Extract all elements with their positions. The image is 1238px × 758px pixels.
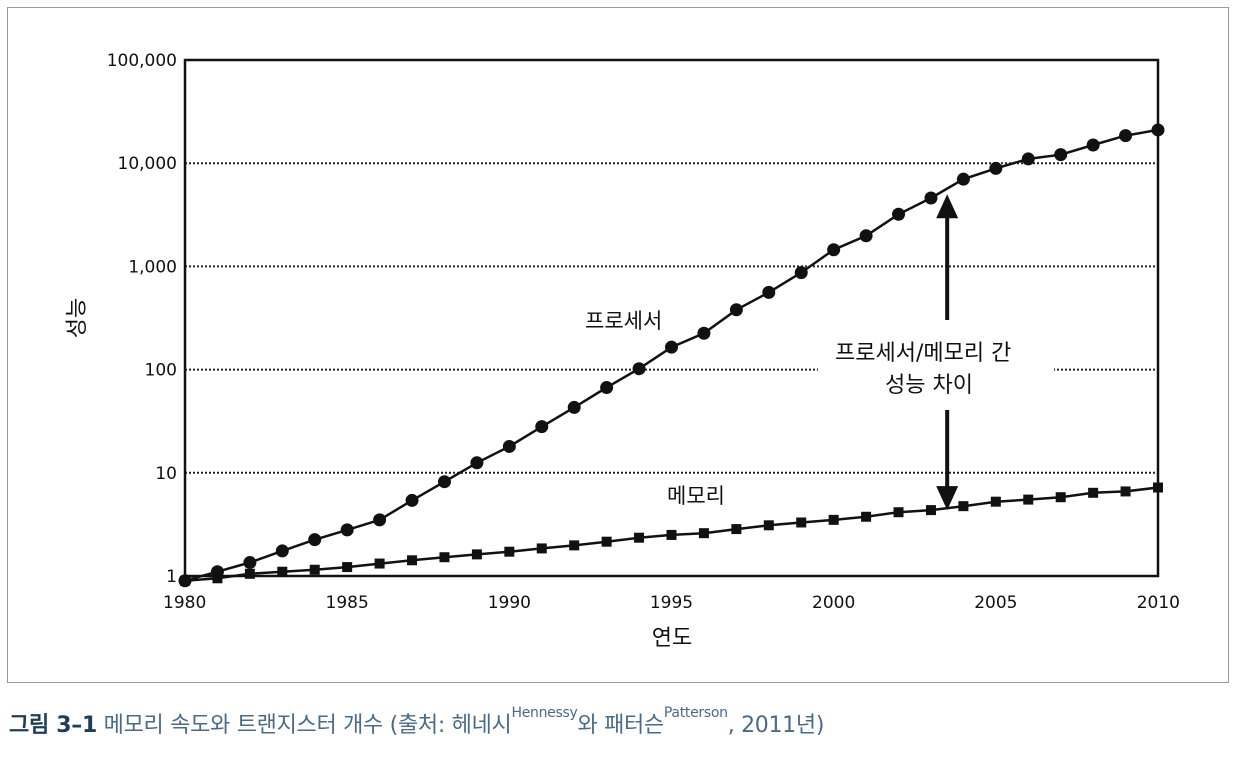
x-tick-label: 1980 xyxy=(163,593,206,613)
processor-point xyxy=(827,243,841,257)
memory-point xyxy=(180,575,190,586)
memory-point xyxy=(1023,494,1034,505)
caption-text-3: , 2011년) xyxy=(727,713,825,738)
memory-point xyxy=(439,552,450,563)
processor-point xyxy=(892,207,906,221)
processor-point xyxy=(1054,148,1068,162)
caption-text: 메모리 속도와 트랜지스터 개수 (출처: 헤네시 xyxy=(103,713,512,738)
processor-point xyxy=(308,533,322,547)
x-tick-label: 1985 xyxy=(326,593,369,613)
processor-point xyxy=(1119,129,1133,143)
processor-point xyxy=(697,326,711,340)
memory-point xyxy=(893,507,904,518)
x-tick-label: 2010 xyxy=(1137,593,1180,613)
gap-annotation-line2: 성능 차이 xyxy=(885,373,973,398)
x-axis-title: 연도 xyxy=(652,626,692,651)
grid-lines xyxy=(185,162,1158,474)
x-tick-label: 2000 xyxy=(812,593,855,613)
caption-figure-number: 그림 3–1 xyxy=(9,713,97,738)
processor-point xyxy=(567,400,581,414)
processor-point xyxy=(762,285,776,299)
processor-point xyxy=(243,556,257,570)
memory-point xyxy=(634,532,645,543)
caption-sup-hennessy: Hennessy xyxy=(511,705,578,721)
processor-point xyxy=(275,544,289,558)
memory-point xyxy=(990,496,1001,507)
processor-point xyxy=(632,362,646,376)
plot-area-border xyxy=(183,58,1160,578)
series-layer xyxy=(178,123,1165,588)
memory-point xyxy=(861,511,872,522)
processor-point xyxy=(373,513,387,527)
memory-point xyxy=(763,520,774,531)
x-tick-label: 1995 xyxy=(650,593,693,613)
performance-chart: 1 10 100 1,000 10,000 100,000 1980 1985 1990 1995… xyxy=(65,51,1180,651)
processor-point xyxy=(1151,123,1165,137)
processor-point xyxy=(794,266,808,280)
memory-point xyxy=(277,566,288,577)
figure-caption: 그림 3–1 메모리 속도와 트랜지스터 개수 (출처: 헤네시Hennessy… xyxy=(9,705,825,739)
memory-point xyxy=(731,524,742,535)
annotation-layer: 프로세서 메모리 프로세서/메모리 간 성능 차이 xyxy=(585,194,1054,511)
memory-point xyxy=(342,562,353,573)
processor-point xyxy=(340,523,354,537)
memory-point xyxy=(212,573,223,584)
y-tick-label: 1 xyxy=(166,567,177,587)
gap-annotation-line1: 프로세서/메모리 간 xyxy=(835,341,1011,366)
memory-point xyxy=(1088,487,1099,498)
memory-point xyxy=(1120,486,1131,497)
y-tick-label: 10,000 xyxy=(118,154,177,174)
memory-point xyxy=(925,505,936,516)
y-tick-label: 100 xyxy=(145,361,177,381)
memory-point xyxy=(958,501,969,512)
processor-point xyxy=(437,475,451,489)
processor-point xyxy=(956,172,970,186)
y-tick-label: 10 xyxy=(155,464,177,484)
memory-point xyxy=(536,543,547,554)
processor-point xyxy=(924,191,938,205)
memory-point xyxy=(1153,482,1163,493)
processor-point xyxy=(535,420,549,434)
gap-arrow-up-head xyxy=(936,194,959,219)
memory-point xyxy=(796,517,807,528)
memory-point xyxy=(1055,492,1066,503)
gap-arrow-down-head xyxy=(936,486,959,511)
caption-text-2: 와 패터슨 xyxy=(577,713,664,738)
processor-point xyxy=(859,229,873,243)
memory-point xyxy=(471,549,482,560)
processor-point xyxy=(405,493,419,507)
processor-point xyxy=(989,161,1003,175)
processor-point xyxy=(1086,138,1100,152)
memory-point xyxy=(407,555,418,566)
annotation-background xyxy=(818,338,1054,398)
processor-point xyxy=(600,381,614,395)
processor-point xyxy=(665,340,678,354)
caption-sup-patterson: Patterson xyxy=(663,705,728,721)
memory-point xyxy=(374,558,385,569)
processor-point xyxy=(729,303,743,317)
memory-point xyxy=(569,540,580,551)
series-label-processor: 프로세서 xyxy=(585,309,662,333)
processor-point xyxy=(470,456,484,470)
memory-point xyxy=(828,514,839,525)
x-tick-label: 2005 xyxy=(974,593,1017,613)
memory-point xyxy=(666,529,677,540)
y-axis-title: 성능 xyxy=(65,298,90,338)
processor-point xyxy=(502,439,516,453)
y-tick-label: 100,000 xyxy=(107,51,177,71)
processor-point xyxy=(1021,152,1035,166)
y-tick-label: 1,000 xyxy=(128,257,177,277)
memory-point xyxy=(698,528,709,539)
memory-point xyxy=(244,568,255,579)
series-label-memory: 메모리 xyxy=(667,484,725,508)
memory-point xyxy=(601,536,612,547)
memory-point xyxy=(309,564,320,575)
x-tick-label: 1990 xyxy=(488,593,531,613)
tick-labels: 1 10 100 1,000 10,000 100,000 1980 1985 1990 1995… xyxy=(107,51,1180,613)
memory-point xyxy=(504,546,515,557)
